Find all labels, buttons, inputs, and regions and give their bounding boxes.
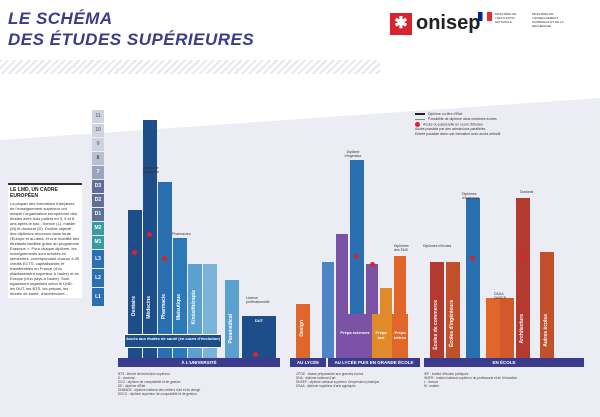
autres-ecoles-bar (540, 252, 554, 358)
prepa-lettres-box (392, 314, 408, 358)
ens-top-label: Diplômes des ENS (394, 244, 409, 252)
red-dot-icon (132, 250, 137, 255)
engineer-bar (350, 160, 364, 358)
prepa-sciences-label: Prépa sciences (340, 330, 370, 335)
legend-item: Diplôme ou titre d'État (415, 112, 590, 117)
red-dot-icon (162, 256, 167, 261)
lmd-title: LE LMD, UN CADRE EUROPÉEN (10, 187, 58, 199)
prepa-eco-label: Prépa éco (375, 330, 387, 340)
paramedical-bar (225, 280, 239, 358)
french-flag-icon (478, 12, 492, 21)
legend-item: Accès ou passerelle en cours d'études (415, 122, 590, 127)
red-dot-icon (253, 352, 258, 357)
prepa-sciences-box (340, 314, 370, 358)
maieutique-label: Maïeutique (176, 294, 182, 321)
medecine-label: Médecine (146, 296, 152, 319)
ladder-d2: D2 (92, 194, 104, 207)
legend-item: Possibilité de diplôme dans certaines éc… (415, 117, 590, 122)
doctorat-label: Doctorat (520, 190, 534, 194)
base-lycee: AU LYCÉE (290, 358, 326, 367)
health-access-label: Accès aux études de santé (en cours d'év… (126, 336, 220, 341)
ecole-commerce-bar (430, 262, 444, 358)
base-university: À L'UNIVERSITÉ (118, 358, 280, 367)
ministry-1: MINISTÈRE DE L'ÉDUCATION NATIONALE (495, 12, 517, 24)
logo-text: onisep (416, 12, 481, 34)
licence-pro-label: Licence professionnelle (246, 296, 270, 304)
ladder-m1: M1 (92, 236, 104, 249)
footnotes-left: BTS : Brevet de technicien supérieur D :… (118, 372, 201, 396)
ecole-ing-bar (446, 262, 460, 358)
architecture-bar (516, 198, 530, 358)
ecole-main-bar (466, 198, 480, 358)
ladder-d1: D1 (92, 208, 104, 221)
ecole-social-bar (500, 298, 514, 358)
lmd-info-box: LE LMD, UN CADRE EUROPÉEN La plupart des… (8, 183, 82, 298)
onisep-logo: ✱ onisep (390, 12, 480, 35)
maieutique-bar (173, 238, 187, 358)
design-bar (296, 304, 310, 358)
ladder-m2: M2 (92, 222, 104, 235)
year-rung: 11 (92, 110, 104, 123)
lmd-text: La plupart des formations françaises de … (10, 201, 80, 296)
ministry-logos: MINISTÈRE DE L'ÉDUCATION NATIONALE MINIS… (478, 12, 566, 28)
dentaire-bar (128, 210, 142, 358)
year-rung: 9 (92, 138, 104, 151)
legend-red-dot-icon (415, 122, 420, 127)
ladder-d3: D3 (92, 180, 104, 193)
base-lycee-grande-ecole: AU LYCÉE PUIS EN GRANDE ÉCOLE (328, 358, 420, 367)
red-dot-icon (370, 262, 375, 267)
kine-label: Kinésithérapie (191, 290, 197, 325)
specialist-label: Médecine spécialiste (142, 166, 160, 174)
medecine-bar (143, 120, 157, 358)
red-dot-icon (147, 232, 152, 237)
header: LE SCHÉMA DES ÉTUDES SUPÉRIEURES ✱ onise… (0, 0, 600, 68)
design-label: Design (299, 320, 305, 337)
lycee-bar-1 (322, 262, 334, 358)
ecole-commerce-label: Écoles de commerce (433, 300, 439, 350)
ecole-ing-label: Écoles d'ingénieurs (449, 300, 455, 348)
dut-bar (242, 316, 276, 358)
dentaire-label: Dentaire (131, 296, 137, 317)
title-line-2: DES ÉTUDES SUPÉRIEURES (8, 30, 255, 49)
year-ladder: 11 10 9 8 7 D3 D2 D1 M2 M1 L3 L2 L1 (92, 110, 104, 307)
dut-label: DUT (254, 318, 264, 323)
legend-item: Entrée possible dans une formation avec … (415, 132, 501, 137)
red-dot-icon (354, 254, 359, 259)
footnotes-mid: CPGE : classe préparatoire aux grandes é… (296, 372, 380, 388)
footnotes-right: IEP : Institut d'études politiques INSPE… (424, 372, 518, 388)
header-stripes (0, 60, 380, 74)
red-dot-icon (470, 256, 475, 261)
pharmacie-label: Pharmacie (161, 294, 167, 320)
prepa-eco-box (372, 314, 390, 358)
ecole-art-bar (486, 298, 500, 358)
ecole-diplomes-label: Diplômes d'écoles (423, 244, 452, 248)
ecole-ing-top-label: Diplômes d'ingénieur (462, 192, 480, 200)
dsaa-label: DSAA DNSEP (494, 292, 507, 300)
pharmacie-bar (158, 182, 172, 358)
health-access-box (124, 334, 222, 348)
year-rung: 7 (92, 166, 104, 179)
ladder-l2: L2 (92, 269, 104, 287)
paramedical-label: Paramédical (228, 314, 234, 344)
legend-item: Accès possible par des admissions parall… (415, 127, 486, 132)
onisep-star-icon: ✱ (390, 12, 412, 35)
legend-bar-icon (415, 113, 425, 116)
page-title: LE SCHÉMA DES ÉTUDES SUPÉRIEURES (8, 8, 254, 50)
legend-dotted-icon (415, 118, 425, 120)
prepa-lettres-label: Prépa lettres (393, 330, 406, 340)
diagram-legend: Diplôme ou titre d'État Possibilité de d… (415, 112, 590, 137)
year-rung: 10 (92, 124, 104, 137)
title-line-1: LE SCHÉMA (8, 9, 113, 28)
architecture-label: Architecture (519, 314, 525, 344)
engineer-top-label: Diplôme d'ingénieur (344, 150, 362, 158)
ladder-l3: L3 (92, 250, 104, 268)
year-rung: 8 (92, 152, 104, 165)
ladder-l1: L1 (92, 288, 104, 306)
autres-ecoles-label: Autres écoles (543, 314, 549, 347)
pharmacist-label: Pharmacien (172, 232, 191, 236)
ministry-2: MINISTÈRE DE L'ENSEIGNEMENT SUPÉRIEUR ET… (532, 12, 564, 28)
base-ecole: EN ÉCOLE (424, 358, 584, 367)
red-dot-icon (520, 254, 525, 259)
